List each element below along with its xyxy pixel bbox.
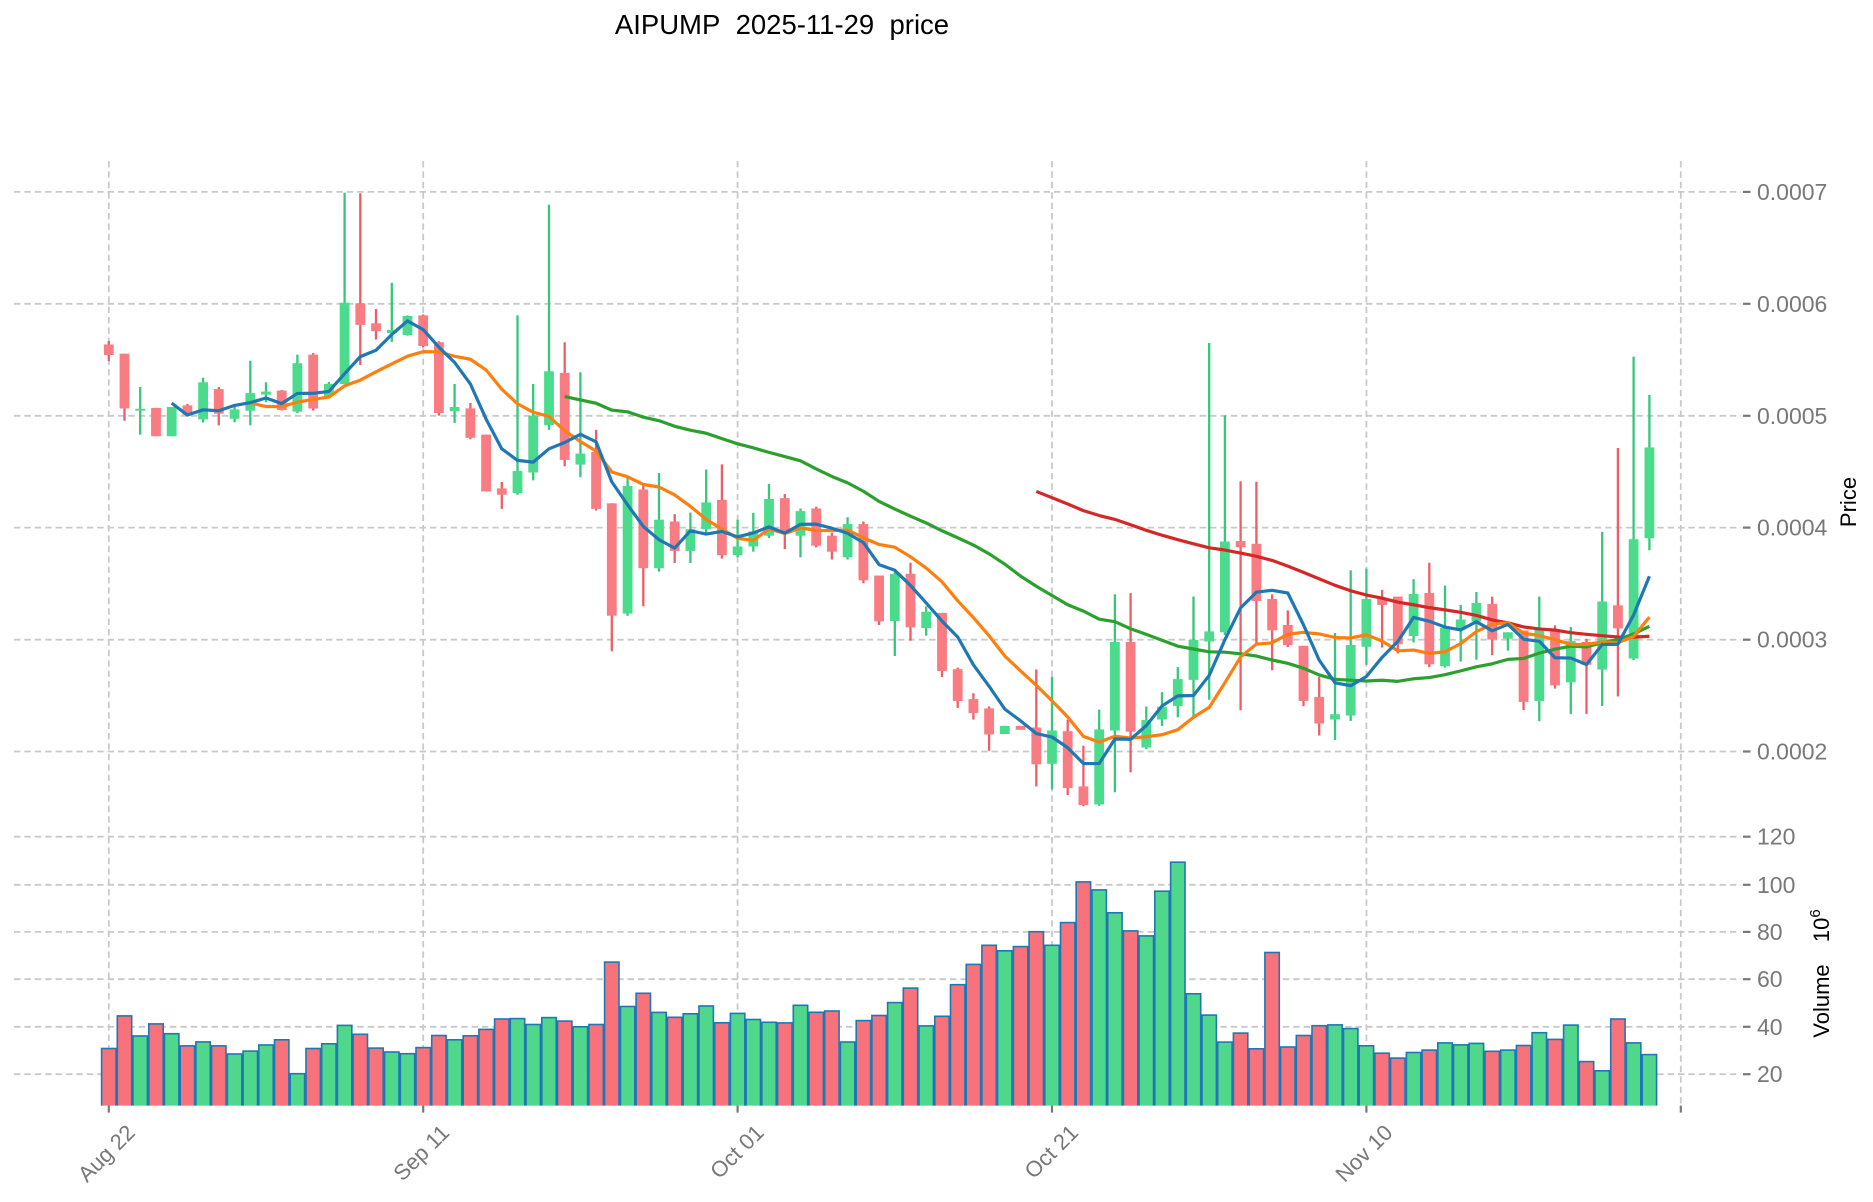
svg-text:100: 100 xyxy=(1757,872,1795,898)
svg-text:Price: Price xyxy=(1836,477,1861,527)
svg-text:0.0006: 0.0006 xyxy=(1757,291,1827,317)
svg-text:40: 40 xyxy=(1757,1014,1783,1040)
svg-text:60: 60 xyxy=(1757,966,1783,992)
svg-text:0.0003: 0.0003 xyxy=(1757,627,1827,653)
svg-text:80: 80 xyxy=(1757,919,1783,945)
svg-text:0.0002: 0.0002 xyxy=(1757,739,1827,765)
svg-text:20: 20 xyxy=(1757,1061,1783,1087)
svg-text:AIPUMP 2025-11-29 price: AIPUMP 2025-11-29 price xyxy=(615,9,949,40)
svg-text:0.0004: 0.0004 xyxy=(1757,515,1828,541)
svg-text:0.0007: 0.0007 xyxy=(1757,179,1827,205)
svg-text:0.0005: 0.0005 xyxy=(1757,403,1827,429)
svg-text:120: 120 xyxy=(1757,824,1795,850)
svg-text:Volume 106: Volume 106 xyxy=(1807,909,1834,1037)
